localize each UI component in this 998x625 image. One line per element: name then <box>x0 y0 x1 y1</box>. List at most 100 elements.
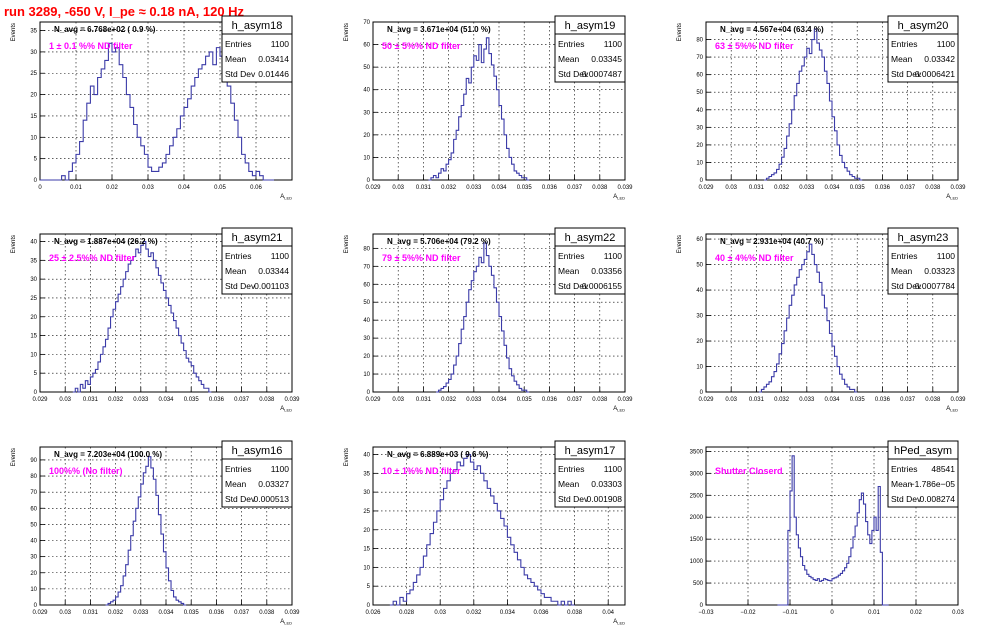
y-tick-label: 60 <box>30 506 37 512</box>
y-tick-label: 30 <box>696 125 703 131</box>
filter-annotation: Shutter Closerd <box>715 466 783 476</box>
stat-value: 1100 <box>271 464 290 474</box>
x-tick-label: 0.038 <box>259 397 275 403</box>
y-tick-label: 50 <box>363 65 370 71</box>
x-tick-label: 0.031 <box>83 610 99 616</box>
stat-label: Entries <box>225 251 251 261</box>
x-axis-label: ALED <box>613 406 625 413</box>
y-tick-label: 2500 <box>690 493 704 499</box>
x-tick-label: 0.039 <box>617 397 633 403</box>
stat-value: 0.0007784 <box>915 281 955 291</box>
stat-value: 0.03323 <box>924 266 955 276</box>
stat-label: Entries <box>225 464 251 474</box>
y-tick-label: 35 <box>30 29 37 35</box>
x-tick-label: 0.032 <box>441 397 457 403</box>
x-tick-label: 0.037 <box>234 610 250 616</box>
x-tick-label: −0.01 <box>782 610 798 616</box>
x-tick-label: 0.035 <box>517 185 533 191</box>
x-tick-label: 0.038 <box>925 397 941 403</box>
stat-value: 0.03342 <box>924 54 955 64</box>
y-tick-label: 80 <box>30 474 37 480</box>
y-tick-label: 15 <box>30 334 37 340</box>
x-tick-label: 0.032 <box>108 397 124 403</box>
x-tick-label: 0.037 <box>567 397 583 403</box>
histogram-line <box>777 455 889 606</box>
x-tick-label: 0.038 <box>592 397 608 403</box>
stat-value: 1100 <box>271 251 290 261</box>
x-tick-label: 0.02 <box>106 185 118 191</box>
stats-box <box>887 33 959 83</box>
y-tick-label: 5 <box>367 584 371 590</box>
stat-label: Std Dev <box>225 281 256 291</box>
histogram-line <box>763 28 863 181</box>
y-axis-label: Events <box>677 23 683 41</box>
y-tick-label: 10 <box>363 155 370 161</box>
x-tick-label: 0.03 <box>59 610 71 616</box>
histogram-line <box>40 42 274 181</box>
y-tick-label: 0 <box>700 390 704 396</box>
stat-value: 0.03345 <box>591 54 622 64</box>
x-tick-label: 0.036 <box>533 610 549 616</box>
stat-label: Std Dev <box>558 281 589 291</box>
histogram-panel-h_asym16: 0.029 0.03 0.031 0.032 0.033 0.034 0.035 0.036 0… <box>11 440 300 625</box>
y-tick-label: 80 <box>363 246 370 252</box>
y-tick-label: 30 <box>30 50 37 56</box>
x-tick-label: 0.01 <box>868 610 880 616</box>
y-tick-label: 40 <box>696 288 703 294</box>
x-axis-label: ALED <box>280 194 292 201</box>
x-tick-label: 0.031 <box>749 185 765 191</box>
x-axis-label: ALED <box>280 619 292 625</box>
stat-value: 0.000513 <box>254 494 290 504</box>
stat-label: Std Dev <box>891 69 922 79</box>
histogram-panel-h_asym17: 0.026 0.028 0.03 0.032 0.034 0.036 0.038 0.04 0 5… <box>344 440 626 625</box>
y-tick-label: 0 <box>367 603 371 609</box>
x-tick-label: 0.05 <box>214 185 226 191</box>
x-tick-label: 0.032 <box>774 185 790 191</box>
stats-box <box>554 245 626 295</box>
y-tick-label: 40 <box>30 539 37 545</box>
y-tick-label: 0 <box>34 603 38 609</box>
y-tick-label: 70 <box>363 20 370 26</box>
x-tick-label: 0.029 <box>365 185 381 191</box>
y-tick-label: 20 <box>363 354 370 360</box>
histogram-name: h_asym18 <box>232 20 283 32</box>
y-tick-label: 25 <box>30 296 37 302</box>
y-tick-label: 20 <box>696 339 703 345</box>
histogram-line <box>428 37 530 181</box>
stats-box <box>887 245 959 295</box>
y-tick-label: 20 <box>363 528 370 534</box>
stat-value: 0.0006421 <box>915 69 955 79</box>
y-tick-label: 0 <box>34 178 38 184</box>
y-tick-label: 10 <box>30 352 37 358</box>
x-tick-label: 0.03 <box>725 397 737 403</box>
stat-value: 0.03327 <box>258 479 289 489</box>
histogram-panel-h_asym18: 0 0.01 0.02 0.03 0.04 0.05 0.06 0 5 10 15 20 25 30 35 E… <box>11 15 293 201</box>
navg-label: N_avg = 4.567e+04 (63.4 %) <box>720 25 824 34</box>
x-tick-label: 0.03 <box>59 397 71 403</box>
histogram-panel-h_asym20: 0.029 0.03 0.031 0.032 0.033 0.034 0.035 0.036 0… <box>677 15 966 201</box>
x-tick-label: 0.039 <box>950 397 966 403</box>
y-axis-label: Events <box>677 235 683 253</box>
x-tick-label: 0.03 <box>392 397 404 403</box>
filter-annotation: 100%% (No filter) <box>49 466 123 476</box>
histogram-line <box>72 240 212 393</box>
x-tick-label: 0.031 <box>83 397 99 403</box>
x-tick-label: 0.036 <box>209 397 225 403</box>
histogram-name: h_asym21 <box>232 232 283 244</box>
x-axis-label: ALED <box>613 194 625 201</box>
histogram-panel-h_asym19: 0.029 0.03 0.031 0.032 0.033 0.034 0.035 0.036 0… <box>344 15 633 201</box>
x-tick-label: 0.036 <box>542 397 558 403</box>
stat-label: Std Dev <box>225 69 256 79</box>
x-tick-label: 0.032 <box>774 397 790 403</box>
x-tick-label: 0.034 <box>158 610 174 616</box>
x-tick-label: 0.029 <box>32 397 48 403</box>
histogram-line <box>436 242 530 393</box>
y-tick-label: 10 <box>696 365 703 371</box>
x-tick-label: 0.034 <box>500 610 516 616</box>
filter-annotation: 79 ± 5%% ND filter <box>382 253 461 263</box>
histogram-panel-h_asym23: 0.029 0.03 0.031 0.032 0.033 0.034 0.035 0.036 0… <box>677 227 966 413</box>
y-tick-label: 30 <box>696 314 703 320</box>
y-tick-label: 10 <box>363 372 370 378</box>
y-tick-label: 40 <box>363 453 370 459</box>
